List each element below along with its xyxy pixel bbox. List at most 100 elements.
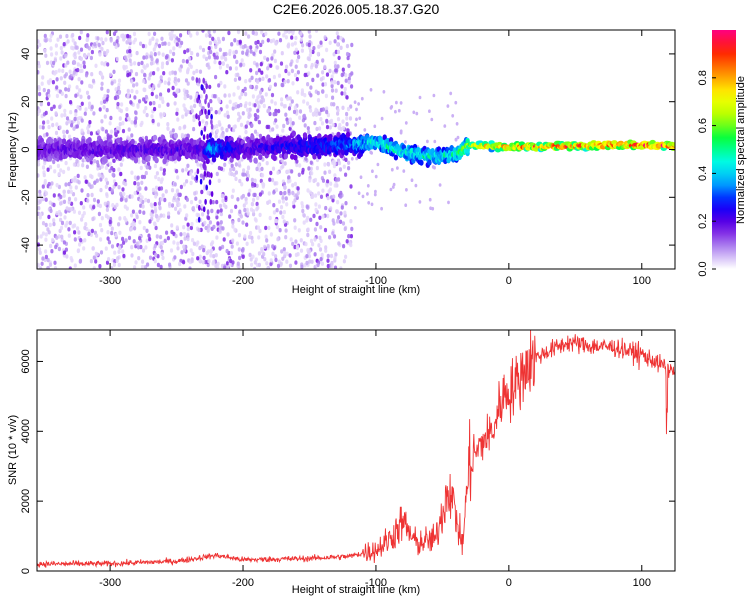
- spectrogram-cell: [161, 52, 165, 57]
- spectrogram-cell: [106, 230, 110, 235]
- spectrogram-cell: [57, 172, 61, 177]
- spectrogram-cell: [334, 252, 338, 257]
- spectrogram-cell: [288, 102, 293, 108]
- spectrogram-cell: [175, 107, 179, 113]
- spectrogram-cell: [201, 30, 205, 33]
- spectrogram-cell: [152, 71, 156, 76]
- spectrogram-cell: [179, 239, 183, 245]
- spectrogram-cell: [221, 198, 225, 203]
- spectrogram-cell: [55, 77, 59, 82]
- spectrogram-cell: [217, 120, 221, 125]
- colorbar-gradient: [712, 30, 736, 269]
- spectrogram-cell: [236, 104, 240, 109]
- spectrogram-cell: [275, 224, 279, 230]
- spectrogram-cell: [279, 61, 284, 66]
- spectrogram-cell: [133, 61, 137, 66]
- spectrogram-cell: [233, 227, 237, 232]
- spectrogram-cell: [186, 48, 190, 53]
- spectrogram-cell: [236, 261, 240, 266]
- spectrogram-cell: [307, 71, 311, 76]
- spectrogram-cell: [103, 136, 107, 141]
- spectrogram-cell: [257, 104, 261, 109]
- spectrogram-cell: [202, 206, 206, 213]
- spectrogram-cell: [38, 199, 42, 204]
- spectrogram-ytick-label: -40: [20, 237, 32, 253]
- spectrogram-cell: [317, 243, 321, 248]
- spectrogram-cell: [84, 179, 88, 184]
- spectrogram-cell: [182, 225, 186, 230]
- spectrogram-cell: [128, 38, 132, 43]
- spectrogram-cell: [154, 185, 159, 190]
- spectrogram-cell: [250, 235, 254, 240]
- spectrogram-cell: [264, 31, 268, 36]
- spectrogram-cell: [102, 50, 107, 56]
- spectrogram-cell: [189, 180, 193, 186]
- spectrogram-cell: [99, 250, 104, 255]
- spectrogram-cell: [241, 254, 245, 259]
- spectrogram-cell: [320, 121, 325, 126]
- spectrogram-cell: [287, 106, 292, 111]
- spectrogram-cell: [319, 77, 323, 82]
- spectrogram-cell: [58, 34, 63, 39]
- spectrogram-cell: [139, 41, 143, 46]
- spectrogram-cell: [90, 228, 94, 234]
- spectrogram-cell: [266, 244, 270, 249]
- colorbar-tick-label: 0.6: [697, 118, 709, 133]
- spectrogram-cell: [317, 44, 321, 49]
- spectrogram-cell: [130, 194, 134, 199]
- spectrogram-cell: [193, 103, 197, 109]
- spectrogram-cell: [83, 225, 87, 231]
- spectrogram-cell: [353, 206, 357, 210]
- spectrogram-cell: [248, 188, 252, 193]
- spectrogram-cell: [171, 70, 175, 75]
- spectrogram-cell: [291, 200, 296, 206]
- spectrogram-cell: [102, 105, 106, 110]
- snr-frame: [36, 329, 676, 572]
- spectrogram-cell: [197, 114, 201, 121]
- spectrogram-cell: [132, 83, 136, 88]
- spectrogram-cell: [256, 79, 260, 84]
- spectrogram-cell: [209, 132, 212, 139]
- spectrogram-cell: [235, 59, 239, 65]
- spectrogram-cell: [176, 200, 180, 205]
- spectrogram-cell: [223, 155, 228, 162]
- spectrogram-cell: [80, 80, 84, 85]
- spectrogram-cell: [62, 42, 66, 47]
- spectrogram-cell: [128, 58, 132, 63]
- spectrogram-cell: [208, 179, 212, 186]
- spectrogram-cell: [217, 109, 222, 114]
- spectrogram-cell: [186, 68, 190, 74]
- spectrogram-cell: [241, 247, 245, 252]
- spectrogram-cell: [209, 99, 213, 104]
- spectrogram-cell: [156, 217, 160, 223]
- spectrogram-cell: [118, 116, 122, 121]
- spectrogram-cell: [197, 216, 201, 223]
- spectrogram-cell: [263, 257, 267, 262]
- spectrogram-cell: [175, 225, 179, 230]
- spectrogram-cell: [137, 159, 141, 164]
- spectrogram-cell: [326, 112, 330, 118]
- spectrogram-cell: [150, 56, 154, 62]
- spectrogram-cell: [71, 178, 75, 183]
- spectrogram-cell: [345, 116, 349, 121]
- spectrogram-cell: [335, 219, 340, 224]
- spectrogram-cell: [222, 52, 226, 57]
- spectrogram-cell: [284, 112, 288, 117]
- spectrogram-cell: [206, 190, 210, 196]
- spectrogram-cell: [89, 131, 93, 136]
- spectrogram-cell: [251, 181, 255, 187]
- spectrogram-cell: [315, 221, 319, 227]
- spectrogram-cell: [272, 210, 276, 215]
- spectrogram-cell: [71, 38, 75, 43]
- spectrogram-cell: [219, 80, 223, 86]
- spectrogram-cell: [326, 213, 330, 219]
- spectrogram-cell: [47, 93, 51, 99]
- spectrogram-cell: [159, 166, 163, 171]
- spectrogram-cell: [76, 226, 80, 231]
- spectrogram-cell: [86, 33, 90, 38]
- spectrogram-cell: [182, 231, 187, 237]
- spectrogram-cell: [145, 165, 149, 170]
- spectrogram-cell: [302, 213, 306, 218]
- spectrogram-cell: [211, 36, 215, 41]
- spectrogram-cell: [268, 111, 272, 117]
